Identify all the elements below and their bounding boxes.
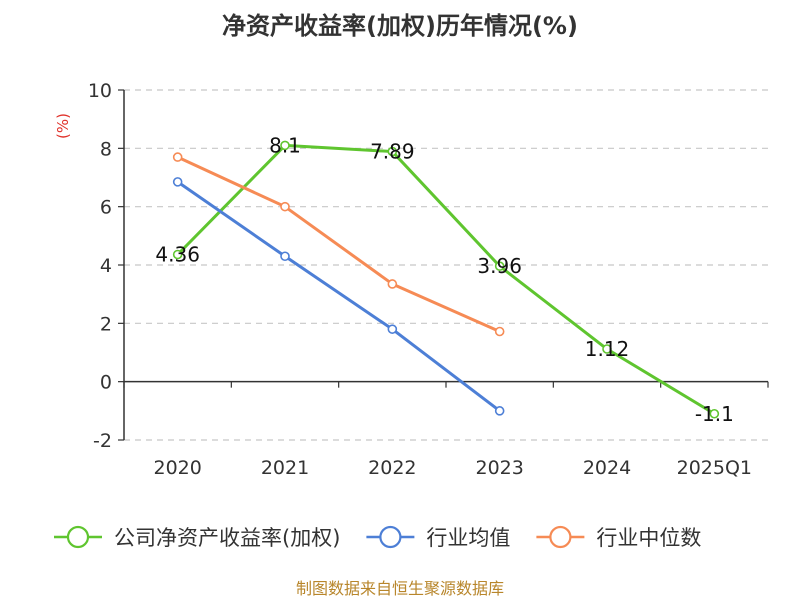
legend-item-0: 公司净资产收益率(加权) xyxy=(54,525,340,550)
legend-marker xyxy=(379,525,402,549)
data-point xyxy=(494,261,505,271)
data-label: -1.1 xyxy=(695,402,734,426)
legend-label: 行业均值 xyxy=(426,526,510,550)
series-lines xyxy=(172,140,720,419)
series-line-2 xyxy=(177,155,501,333)
x-tick-label: 2020 xyxy=(153,457,201,479)
legend-label: 行业中位数 xyxy=(596,526,701,550)
data-point xyxy=(387,146,398,157)
legend-marker xyxy=(549,525,572,549)
data-label: 4.36 xyxy=(155,243,200,267)
data-point xyxy=(280,201,290,212)
legend-item-2: 行业中位数 xyxy=(536,525,701,550)
source-note: 制图数据来自恒生聚源数据库 xyxy=(296,579,504,598)
axes: 10 8 6 4 2 0 -2 2020 2021 2022 2023 2024 2025Q1 xyxy=(88,80,769,479)
data-label: 8.1 xyxy=(269,133,301,157)
legend: 公司净资产收益率(加权) 行业均值 行业中位数 xyxy=(54,525,701,550)
data-point xyxy=(280,140,290,151)
chart-title: 净资产收益率(加权)历年情况(%) xyxy=(222,12,578,40)
data-label: 7.89 xyxy=(370,140,415,164)
x-tick-label: 2023 xyxy=(475,457,523,479)
y-tick-label: 6 xyxy=(100,197,112,219)
data-point xyxy=(494,326,505,337)
x-tick-label: 2021 xyxy=(261,457,309,479)
y-tick-label: 10 xyxy=(88,80,112,102)
y-tick-label: -2 xyxy=(93,430,112,452)
series-line-0 xyxy=(176,143,716,416)
data-point xyxy=(387,279,398,289)
y-tick-label: 2 xyxy=(100,313,112,335)
y-tick-label: 4 xyxy=(100,255,112,277)
y-tick-label: 0 xyxy=(100,372,112,394)
data-point xyxy=(172,177,183,187)
data-point xyxy=(387,324,398,334)
legend-label: 公司净资产收益率(加权) xyxy=(114,526,340,550)
data-point xyxy=(172,152,183,162)
data-label: 3.96 xyxy=(477,254,522,278)
series-line-1 xyxy=(176,180,501,413)
legend-marker xyxy=(66,525,90,549)
data-label: 1.12 xyxy=(585,337,630,361)
data-point xyxy=(172,249,183,260)
legend-item-1: 行业均值 xyxy=(366,525,510,550)
x-tick-label: 2025Q1 xyxy=(677,457,752,479)
x-tick-label: 2024 xyxy=(583,457,631,479)
y-axis-unit-label: (%) xyxy=(54,113,72,139)
data-point xyxy=(494,406,505,416)
data-point xyxy=(280,251,290,262)
data-point xyxy=(602,344,612,354)
data-point xyxy=(709,408,720,419)
y-tick-label: 8 xyxy=(100,138,112,160)
x-tick-label: 2022 xyxy=(368,457,416,479)
data-labels: 4.36 8.1 7.89 3.96 1.12 -1.1 xyxy=(155,133,733,425)
